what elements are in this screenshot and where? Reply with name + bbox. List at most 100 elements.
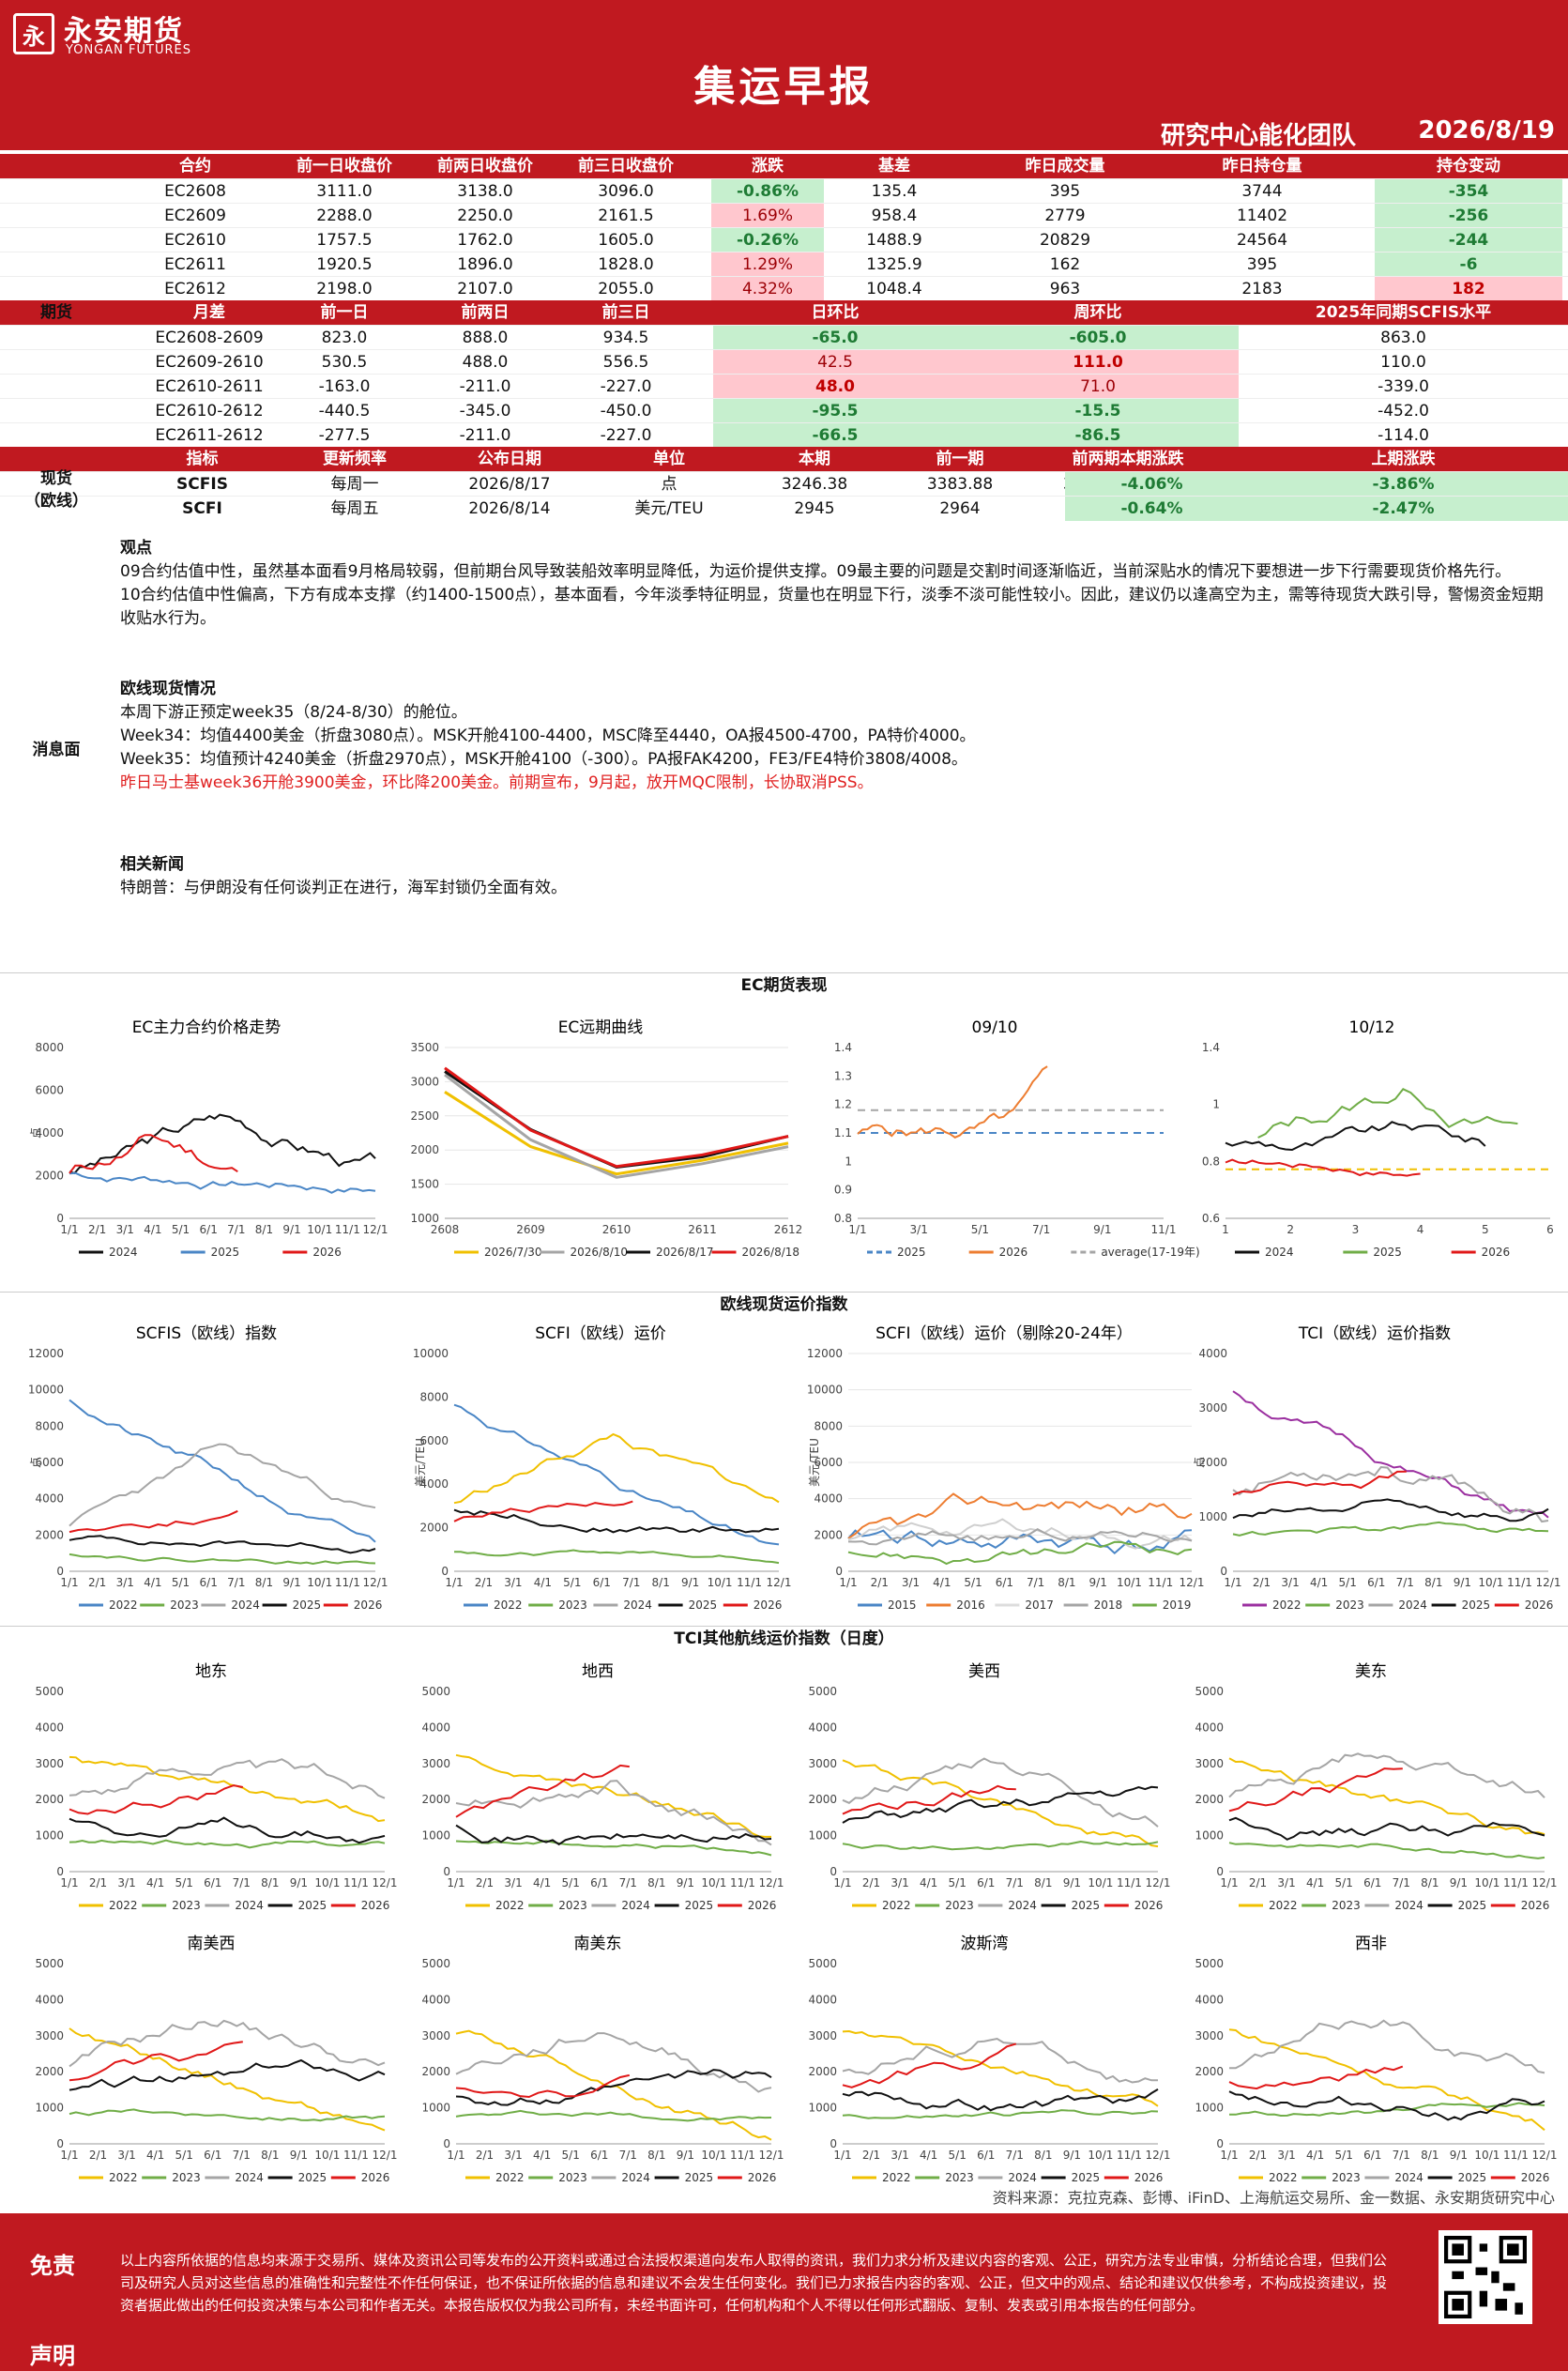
chart-svg: 地东 5000 4000 3000 2000 1000 01/1 2/1 3/1 4/1 5/1 6/… [35, 1662, 397, 1912]
table-cell: 3096.0 [598, 182, 654, 201]
series-line [69, 1399, 376, 1543]
series-line [69, 1553, 376, 1566]
legend-label: 2025 [1458, 1899, 1487, 1912]
table-cell: 1.29% [711, 252, 824, 277]
series-line [842, 1840, 1159, 1851]
data-source: 资料来源：克拉克森、彭博、iFinD、上海航运交易所、金一数据、永安期货研究中心 [992, 2189, 1555, 2207]
x-tick-label: 9/1 [1063, 2149, 1081, 2162]
table-header: 前两日收盘价 [437, 157, 533, 176]
legend-label: 2026 [1482, 1246, 1511, 1259]
x-tick-label: 11/1 [730, 1876, 755, 1889]
related-news-line: 特朗普：与伊朗没有任何谈判正在进行，海军封锁仍全面有效。 [120, 879, 567, 897]
table-cell: 2055.0 [598, 280, 654, 298]
disclaimer-label: 免责 [30, 2253, 75, 2279]
legend-label: 2024 [621, 1899, 650, 1912]
x-tick-label: 3/1 [1281, 1576, 1299, 1589]
y-tick-label: 1.3 [834, 1069, 852, 1082]
report-title: 集运早报 [693, 63, 875, 111]
y-tick-label: 3000 [1195, 1757, 1224, 1770]
x-tick-label: 10/1 [701, 2149, 726, 2162]
legend-label: 2023 [172, 2171, 201, 2184]
x-tick-label: 3/1 [910, 1223, 928, 1236]
x-tick-label: 4/1 [920, 1876, 937, 1889]
spot-line: Week35：均值预计4240美金（折盘2970点），MSK开舱4100（-30… [120, 750, 967, 769]
y-tick-label: 3000 [35, 2029, 64, 2042]
legend-label: 2024 [235, 1899, 264, 1912]
series-line [842, 2042, 1017, 2088]
table-row: EC2608-2609 823.0 888.0 934.5 -65.0 -605.0 863… [0, 325, 1568, 350]
legend-label: 2026/7/30 [484, 1246, 542, 1259]
table-cell: 530.5 [321, 353, 368, 372]
y-tick-label: 1.2 [834, 1098, 852, 1111]
table-row: EC2609-2610 530.5 488.0 556.5 42.5 111.0 110.0 [0, 349, 1568, 375]
table-header: 本期涨跌 [1119, 450, 1184, 468]
legend-label: 2023 [558, 2171, 587, 2184]
y-tick-label: 1000 [35, 1829, 64, 1843]
x-tick-label: 2611 [688, 1223, 717, 1236]
series-line [69, 2041, 243, 2082]
x-tick-label: 3/1 [504, 1576, 522, 1589]
x-tick-label: 10/1 [1088, 2149, 1113, 2162]
table-header: 本期 [799, 450, 830, 468]
x-tick-label: 11/1 [1507, 1576, 1532, 1589]
table-cell: 1757.5 [316, 231, 373, 250]
x-tick-label: 1/1 [848, 1223, 866, 1236]
x-tick-label: 5/1 [562, 2149, 580, 2162]
x-tick-label: 11/1 [335, 1223, 360, 1236]
table-cell: 2945 [794, 499, 835, 518]
table-cell: 每周一 [330, 475, 379, 494]
chart-svg: 南美西 5000 4000 3000 2000 1000 01/1 2/1 3/1 4/1 5/1 6… [35, 1935, 397, 2184]
series-line [444, 1091, 789, 1176]
table-cell: -450.0 [600, 402, 652, 421]
series-line [69, 1134, 238, 1174]
y-tick-label: 4000 [808, 1721, 837, 1734]
y-tick-label: 1000 [421, 2102, 450, 2115]
legend-label: 2025 [1072, 1899, 1101, 1912]
y-tick-label: 1000 [1198, 1510, 1227, 1523]
table-row: EC2610-2611 -163.0 -211.0 -227.0 48.0 71.0 -33… [0, 374, 1568, 399]
logo-subtext: YONGAN FUTURES [66, 43, 191, 57]
x-tick-label: 1/1 [1224, 1576, 1241, 1589]
table-header: 基差 [878, 157, 910, 176]
y-tick-label: 4000 [421, 1993, 450, 2006]
legend-label: 2026 [361, 1899, 390, 1912]
series-line [69, 2058, 386, 2091]
x-tick-label: 1/1 [60, 1223, 78, 1236]
x-tick-label: 11/1 [1117, 1876, 1142, 1889]
x-tick-label: 12/1 [1532, 2149, 1558, 2162]
y-tick-label: 2000 [35, 1528, 64, 1541]
x-tick-label: 11/1 [1503, 2149, 1529, 2162]
y-tick-label: 0 [56, 1212, 64, 1225]
y-tick-label: 2000 [814, 1528, 843, 1541]
y-tick-label: 0 [830, 2137, 837, 2150]
view-paragraph: 09合约估值中性，虽然基本面看9月格局较弱，但前期台风导致装船效率明显降低，为运… [120, 562, 1512, 581]
x-tick-label: 2/1 [475, 1576, 493, 1589]
legend-label: 2026 [1134, 1899, 1164, 1912]
series-line [842, 1784, 1016, 1815]
y-tick-label: 3000 [421, 2029, 450, 2042]
y-tick-label: 3000 [35, 1757, 64, 1770]
table-cell: 11402 [1236, 207, 1288, 225]
x-tick-label: 10/1 [1117, 1576, 1142, 1589]
x-tick-label: 2609 [516, 1223, 545, 1236]
spot-side-label: 现货 （欧线） [24, 469, 88, 511]
x-tick-label: 9/1 [677, 1876, 694, 1889]
legend-label: 2022 [495, 1899, 525, 1912]
x-tick-label: 1/1 [833, 1876, 851, 1889]
table-cell: -256 [1375, 204, 1562, 228]
series-line [1228, 1816, 1545, 1841]
table-header: 持仓变动 [1437, 157, 1500, 176]
table-header: 合约 [179, 157, 211, 176]
chart-title: TCI（欧线）运价指数 [1298, 1324, 1451, 1343]
table-cell: 每周五 [330, 499, 379, 518]
series-line [1232, 1521, 1549, 1537]
table-row: EC2612 2198.0 2107.0 2055.0 4.32% 1048.4 963 21… [0, 276, 1568, 301]
table-cell: EC2611-2612 [155, 426, 264, 445]
y-tick-label: 12000 [807, 1347, 843, 1360]
y-tick-label: 2000 [35, 1793, 64, 1806]
table-row: SCFIS每周一2026/8/17点3246.383383.883519.81-… [0, 471, 1568, 497]
chart-svg: SCFIS（欧线）指数 12000 10000 8000 6000 4000 2000 0 点 1… [28, 1324, 388, 1612]
x-tick-label: 10/1 [1474, 2149, 1499, 2162]
y-tick-label: 4000 [1198, 1347, 1227, 1360]
series-line [69, 1443, 376, 1527]
